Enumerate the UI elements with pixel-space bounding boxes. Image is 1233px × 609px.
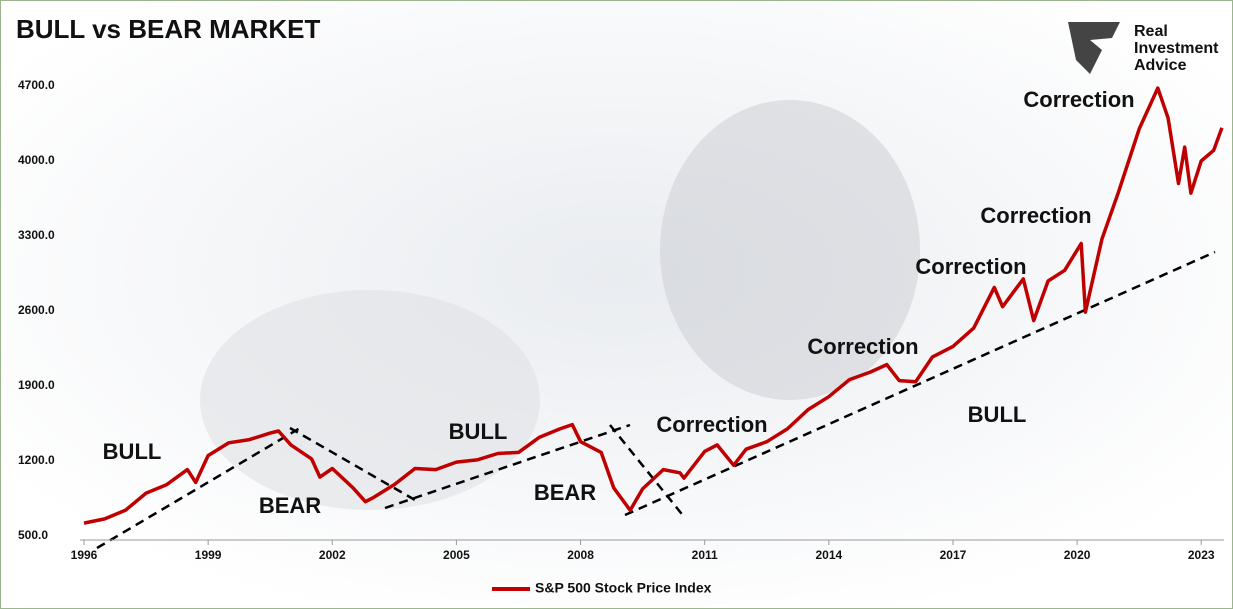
annotation: Correction xyxy=(656,412,767,437)
y-tick-label: 3300.0 xyxy=(18,228,55,242)
x-tick-label: 1999 xyxy=(195,548,222,562)
y-tick-label: 500.0 xyxy=(18,528,48,542)
logo-text: Investment xyxy=(1134,40,1219,57)
x-tick-label: 2002 xyxy=(319,548,346,562)
legend-label: S&P 500 Stock Price Index xyxy=(535,580,712,596)
x-tick-label: 2014 xyxy=(815,548,842,562)
x-tick-label: 2023 xyxy=(1188,548,1215,562)
annotation: Correction xyxy=(980,203,1091,228)
y-tick-label: 4700.0 xyxy=(18,78,55,92)
x-tick-label: 1996 xyxy=(71,548,98,562)
y-tick-label: 4000.0 xyxy=(18,153,55,167)
y-tick-label: 1200.0 xyxy=(18,453,55,467)
annotation: BULL xyxy=(449,419,508,444)
y-tick-label: 2600.0 xyxy=(18,303,55,317)
logo-text: Advice xyxy=(1134,57,1187,74)
annotation: BULL xyxy=(968,402,1027,427)
annotation: BULL xyxy=(103,439,162,464)
chart: BULL vs BEAR MARKET Real Investment Advi… xyxy=(0,0,1233,609)
x-tick-label: 2020 xyxy=(1064,548,1091,562)
y-tick-label: 1900.0 xyxy=(18,378,55,392)
bear-image xyxy=(200,290,540,510)
x-tick-label: 2008 xyxy=(567,548,594,562)
annotation: BEAR xyxy=(534,480,596,505)
x-tick-label: 2011 xyxy=(692,548,718,562)
x-tick-label: 2017 xyxy=(940,548,967,562)
annotation: Correction xyxy=(1023,87,1134,112)
x-tick-label: 2005 xyxy=(443,548,470,562)
logo-text: Real xyxy=(1134,23,1168,40)
annotation: Correction xyxy=(807,334,918,359)
annotation: Correction xyxy=(915,254,1026,279)
chart-title: BULL vs BEAR MARKET xyxy=(16,14,320,44)
annotation: BEAR xyxy=(259,493,321,518)
